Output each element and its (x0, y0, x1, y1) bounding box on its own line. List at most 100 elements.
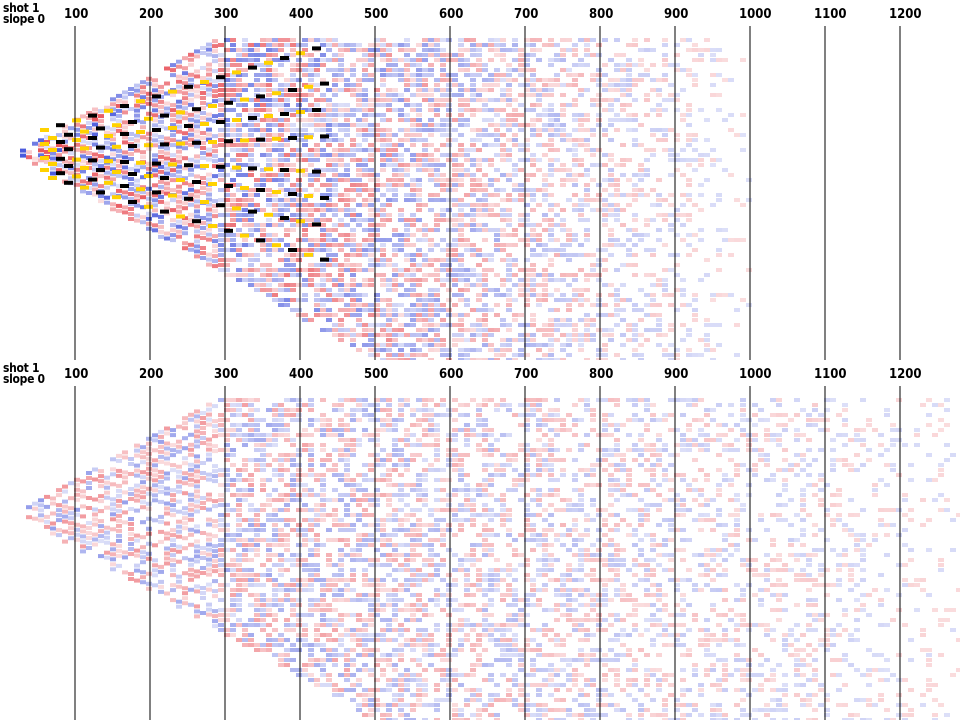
seismic-cell (458, 58, 464, 62)
seismic-cell (284, 508, 290, 512)
strong-event-cell (168, 89, 177, 94)
seismic-cell (566, 73, 572, 77)
seismic-cell (272, 418, 278, 422)
slope-label: slope 0 (3, 12, 45, 26)
seismic-cell (380, 53, 386, 57)
seismic-cell (254, 433, 260, 437)
seismic-cell (602, 163, 608, 167)
seismic-cell (302, 278, 308, 282)
seismic-cell (278, 583, 284, 587)
seismic-cell (302, 448, 308, 452)
seismic-cell (194, 444, 200, 449)
seismic-cell (146, 456, 152, 461)
strong-event-cell (232, 206, 241, 211)
seismic-cell (686, 303, 692, 307)
seismic-cell (302, 293, 308, 297)
seismic-cell (320, 313, 326, 317)
seismic-cell (704, 333, 710, 337)
seismic-cell (620, 163, 626, 167)
seismic-cell (128, 157, 134, 161)
seismic-cell (224, 203, 230, 207)
seismic-cell (308, 148, 314, 152)
seismic-cell (524, 138, 530, 142)
seismic-cell (434, 268, 440, 272)
seismic-cell (398, 348, 404, 352)
seismic-cell (314, 533, 320, 537)
seismic-cell (380, 323, 386, 327)
seismic-image-top (20, 26, 901, 360)
seismic-cell (236, 473, 242, 477)
seismic-cell (656, 198, 662, 202)
seismic-cell (578, 318, 584, 322)
seismic-cell (188, 562, 194, 567)
seismic-cell (464, 73, 470, 77)
seismic-cell (314, 683, 320, 687)
seismic-cell (350, 303, 356, 307)
seismic-cell (320, 308, 326, 312)
seismic-cell (332, 163, 338, 167)
seismic-cell (572, 333, 578, 337)
seismic-cell (122, 195, 128, 200)
offset-tick-label: 700 (514, 7, 539, 22)
seismic-cell (674, 263, 680, 267)
seismic-cell (68, 531, 74, 536)
seismic-cell (662, 243, 668, 247)
seismic-cell (224, 198, 230, 202)
seismic-cell (530, 283, 536, 287)
seismic-cell (650, 293, 656, 297)
seismic-cell (434, 228, 440, 232)
seismic-cell (422, 308, 428, 312)
seismic-cell (614, 238, 620, 242)
seismic-cell (224, 608, 230, 612)
seismic-cell (458, 293, 464, 297)
seismic-cell (614, 118, 620, 122)
seismic-cell (350, 178, 356, 182)
seismic-cell (212, 254, 218, 259)
seismic-cell (242, 163, 248, 167)
seismic-cell (176, 574, 182, 579)
seismic-cell (422, 143, 428, 147)
seismic-cell (656, 138, 662, 142)
seismic-cell (302, 98, 308, 102)
seismic-cell (590, 103, 596, 107)
seismic-cell (608, 233, 614, 237)
seismic-cell (590, 263, 596, 267)
seismic-cell (560, 343, 566, 347)
seismic-cell (584, 143, 590, 147)
seismic-cell (482, 78, 488, 82)
seismic-cell (278, 213, 284, 217)
seismic-cell (38, 518, 44, 523)
seismic-cell (512, 108, 518, 112)
seismic-cell (140, 535, 146, 540)
seismic-cell (320, 153, 326, 157)
seismic-cell (548, 203, 554, 207)
seismic-cell (608, 243, 614, 247)
seismic-cell (332, 88, 338, 92)
seismic-cell (632, 113, 638, 117)
seismic-cell (524, 63, 530, 67)
seismic-cell (314, 548, 320, 552)
seismic-cell (278, 38, 284, 42)
seismic-cell (356, 93, 362, 97)
seismic-cell (224, 488, 230, 492)
seismic-cell (518, 278, 524, 282)
seismic-cell (590, 128, 596, 132)
seismic-cell (680, 293, 686, 297)
seismic-cell (170, 563, 176, 568)
seismic-cell (266, 513, 272, 517)
seismic-cell (242, 198, 248, 202)
seismic-cell (686, 108, 692, 112)
seismic-cell (290, 648, 296, 652)
seismic-cell (110, 552, 116, 557)
seismic-cell (458, 288, 464, 292)
seismic-cell (266, 48, 272, 52)
seismic-cell (374, 293, 380, 297)
seismic-cell (146, 76, 152, 81)
seismic-cell (566, 253, 572, 257)
seismic-cell (398, 98, 404, 102)
seismic-cell (170, 198, 176, 203)
seismic-cell (266, 93, 272, 97)
seismic-cell (290, 288, 296, 292)
seismic-cell (692, 148, 698, 152)
seismic-cell (224, 108, 230, 112)
